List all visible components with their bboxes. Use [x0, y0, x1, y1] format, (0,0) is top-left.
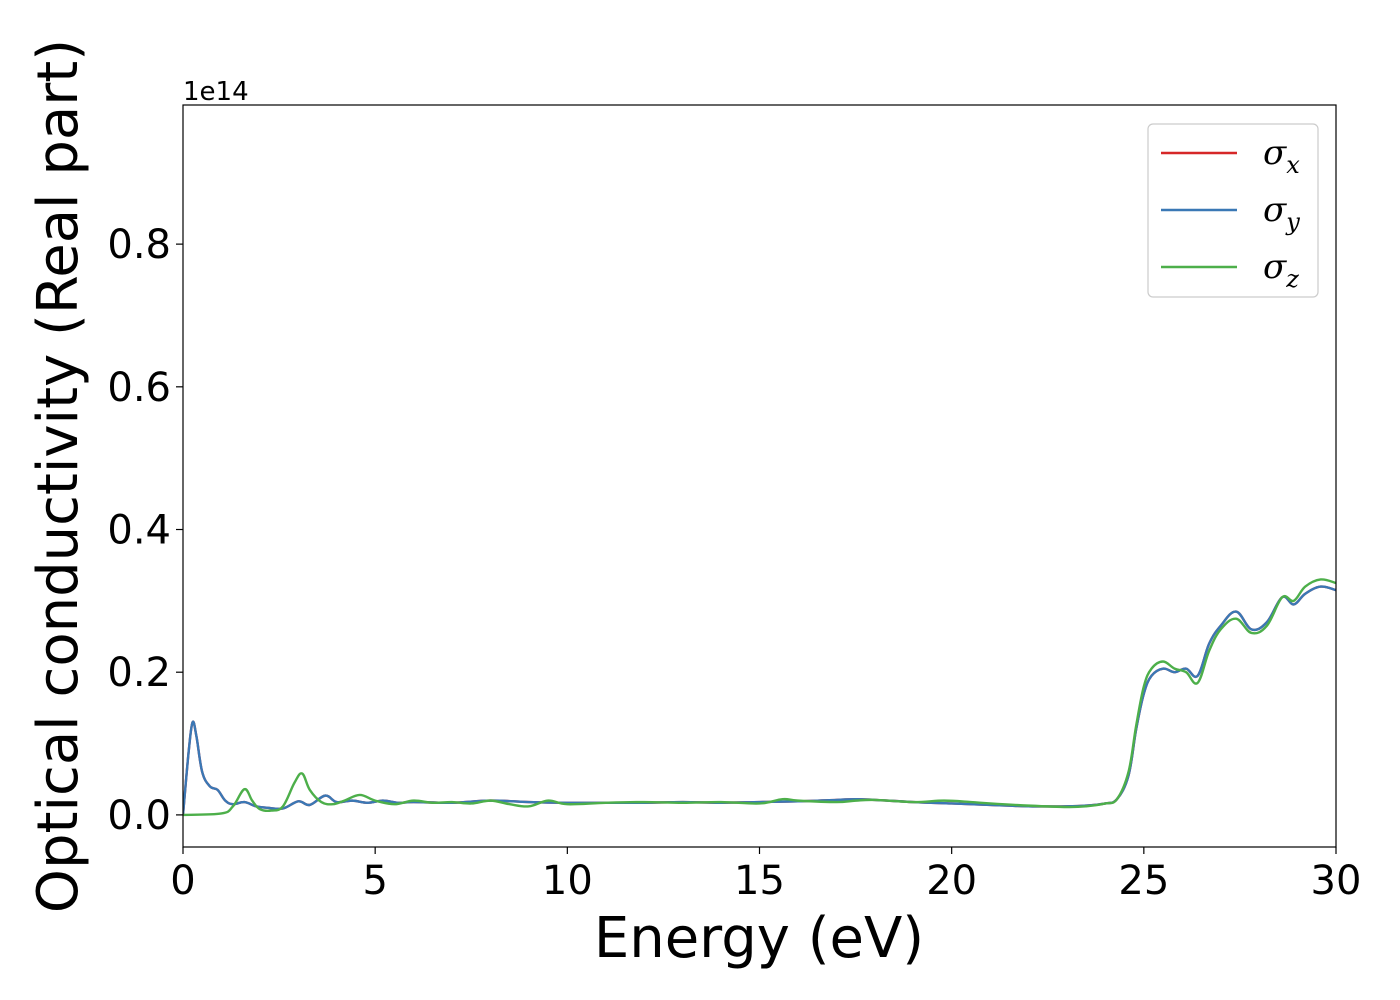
legend-label-sigma-z: σz — [1263, 247, 1299, 293]
y-tick-label: 0.4 — [107, 508, 171, 554]
x-axis-ticks: 0 5 10 15 20 25 30 — [170, 847, 1361, 904]
series-line-sigma-z — [183, 578, 1336, 817]
y-axis-offset-label: 1e14 — [183, 77, 249, 107]
legend-label-sigma-y: σy — [1263, 190, 1300, 236]
legend-subscript: x — [1286, 151, 1300, 179]
legend-symbol: σ — [1263, 133, 1287, 173]
legend-subscript: y — [1285, 208, 1300, 236]
legend-subscript: z — [1285, 265, 1299, 293]
legend-symbol: σ — [1263, 247, 1287, 287]
y-tick-label: 0.2 — [107, 650, 171, 696]
y-tick-label: 0.0 — [107, 793, 171, 839]
y-axis-ticks: 0.0 0.2 0.4 0.6 0.8 — [107, 222, 183, 839]
plot-background — [183, 105, 1336, 847]
series-layer — [183, 578, 1336, 817]
x-tick-label: 5 — [362, 858, 387, 904]
x-tick-label: 10 — [542, 858, 593, 904]
x-axis-label: Energy (eV) — [594, 906, 924, 971]
y-axis-label: Optical conductivity (Real part) — [26, 39, 91, 913]
legend-label-sigma-x: σx — [1263, 133, 1300, 179]
x-tick-label: 0 — [170, 858, 195, 904]
x-tick-label: 25 — [1118, 858, 1169, 904]
y-tick-label: 0.8 — [107, 222, 171, 268]
legend-symbol: σ — [1263, 190, 1287, 230]
y-tick-label: 0.6 — [107, 365, 171, 411]
x-tick-label: 20 — [926, 858, 977, 904]
x-tick-label: 30 — [1311, 858, 1362, 904]
x-tick-label: 15 — [734, 858, 785, 904]
